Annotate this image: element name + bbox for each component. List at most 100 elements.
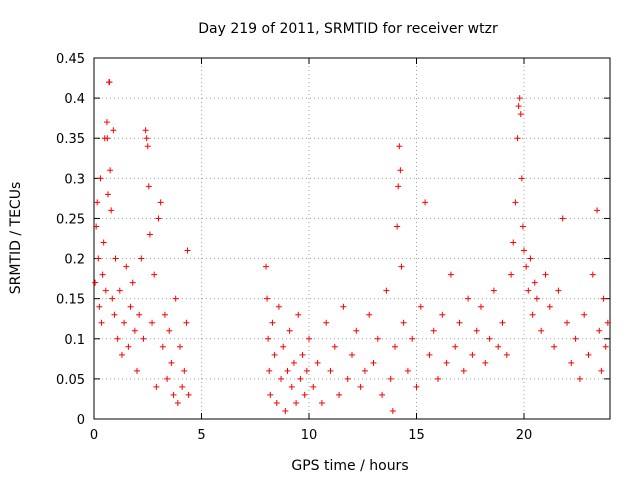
data-point	[469, 351, 476, 358]
data-point	[106, 79, 113, 86]
data-point	[159, 343, 166, 350]
data-point	[397, 167, 404, 174]
data-point	[104, 191, 111, 198]
data-point	[125, 343, 132, 350]
data-point	[478, 303, 484, 310]
x-tick-label: 5	[197, 428, 205, 443]
data-point	[344, 375, 351, 382]
data-point	[336, 391, 343, 398]
data-point	[103, 119, 110, 126]
data-point	[185, 391, 192, 398]
data-point	[452, 343, 459, 350]
data-point	[323, 319, 330, 326]
data-point	[460, 367, 467, 374]
data-point	[293, 399, 300, 406]
data-point	[508, 271, 515, 278]
data-point	[413, 383, 420, 390]
data-point	[482, 359, 489, 366]
data-point	[111, 311, 118, 318]
data-point	[264, 295, 271, 302]
data-point	[512, 199, 519, 206]
data-point	[149, 319, 156, 326]
data-point	[426, 351, 433, 358]
data-point	[168, 359, 175, 366]
data-point	[179, 383, 186, 390]
data-point	[465, 295, 472, 302]
data-point	[95, 255, 102, 262]
data-point	[398, 263, 405, 270]
data-point	[447, 271, 454, 278]
data-point	[395, 183, 402, 190]
data-point	[275, 303, 282, 310]
data-point	[422, 199, 429, 206]
data-point	[181, 367, 188, 374]
data-point	[99, 271, 106, 278]
data-point	[145, 183, 152, 190]
data-point	[153, 383, 160, 390]
data-point	[515, 103, 522, 110]
axis-ticks: 0 5 10 15 20 0 0.05 0.1 0.15 0.2 0.25 0.3 0.35 0.4 0.4…	[56, 52, 610, 443]
data-point	[301, 391, 308, 398]
data-point	[517, 111, 524, 118]
data-point	[284, 367, 291, 374]
data-point	[265, 335, 272, 342]
y-tick-label: 0.1	[64, 333, 85, 348]
data-point	[374, 335, 381, 342]
data-point	[280, 343, 287, 350]
y-tick-label: 0.05	[56, 373, 85, 388]
data-point	[546, 303, 553, 310]
data-point	[604, 319, 611, 326]
data-point	[146, 231, 153, 238]
data-point	[306, 335, 312, 342]
data-point	[551, 343, 558, 350]
data-point	[523, 263, 530, 270]
data-point	[555, 287, 562, 294]
data-point	[303, 367, 310, 374]
data-point	[439, 311, 446, 318]
data-point	[495, 343, 502, 350]
data-point	[144, 143, 151, 150]
data-point	[514, 135, 521, 142]
data-point	[542, 271, 549, 278]
data-point	[572, 335, 579, 342]
x-tick-label: 0	[90, 428, 98, 443]
data-point	[98, 319, 105, 326]
data-point	[114, 335, 121, 342]
data-point	[286, 327, 293, 334]
data-point	[581, 311, 588, 318]
data-point	[510, 239, 517, 246]
data-point	[392, 343, 398, 350]
data-point	[288, 383, 295, 390]
data-point	[134, 367, 140, 374]
data-point	[166, 327, 173, 334]
data-point	[121, 319, 128, 326]
data-point	[430, 327, 437, 334]
chart-title: Day 219 of 2011, SRMTID for receiver wtz…	[198, 21, 498, 37]
data-point	[589, 271, 596, 278]
x-tick-label: 10	[301, 428, 318, 443]
data-point	[127, 303, 134, 310]
data-point	[409, 335, 416, 342]
data-point	[131, 327, 138, 334]
data-point	[417, 303, 424, 310]
data-point	[93, 223, 100, 230]
data-point	[353, 327, 360, 334]
data-point	[594, 207, 601, 214]
data-point	[269, 319, 276, 326]
data-points	[92, 79, 611, 414]
data-point	[314, 359, 321, 366]
data-point	[383, 287, 390, 294]
data-point	[297, 375, 304, 382]
data-point	[394, 223, 401, 230]
data-point	[598, 367, 605, 374]
data-point	[396, 143, 403, 150]
data-point	[151, 271, 158, 278]
data-point	[340, 303, 347, 310]
data-point	[102, 287, 109, 294]
data-point	[157, 199, 164, 206]
data-point	[389, 407, 396, 414]
data-point	[527, 255, 534, 262]
data-point	[184, 247, 191, 254]
data-point	[112, 255, 119, 262]
